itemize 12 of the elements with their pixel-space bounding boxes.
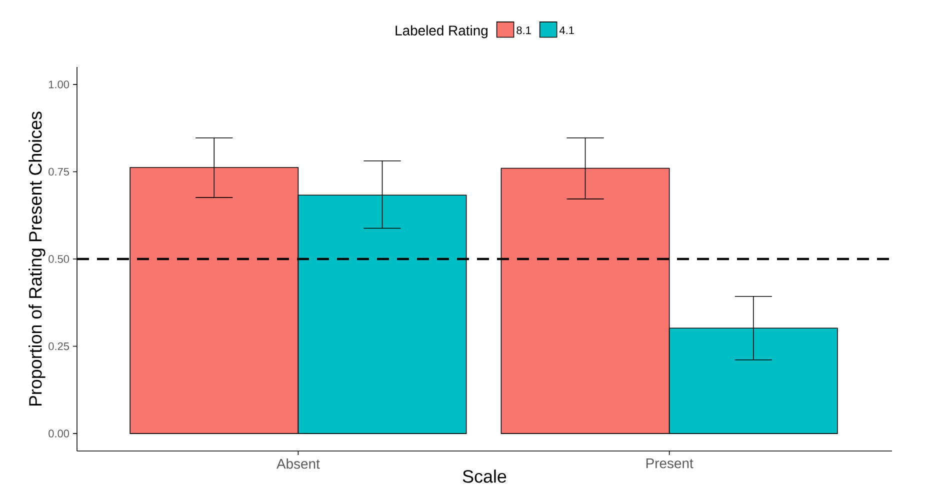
y-axis-title: Proportion of Rating Present Choices	[28, 112, 46, 406]
y-tick-label: 0.50	[48, 255, 70, 263]
x-tick-label: Present	[646, 458, 694, 468]
x-axis-title: Scale	[462, 470, 506, 483]
y-tick-label: 0.00	[48, 430, 70, 438]
legend-label: 4.1	[559, 26, 574, 34]
y-tick-label: 0.25	[48, 342, 70, 350]
y-tick-label: 0.75	[48, 168, 70, 176]
x-tick-label: Absent	[276, 458, 320, 469]
y-tick-label: 1.00	[48, 80, 70, 88]
legend-label: 8.1	[516, 26, 531, 34]
legend-title: Labeled Rating	[396, 25, 488, 38]
